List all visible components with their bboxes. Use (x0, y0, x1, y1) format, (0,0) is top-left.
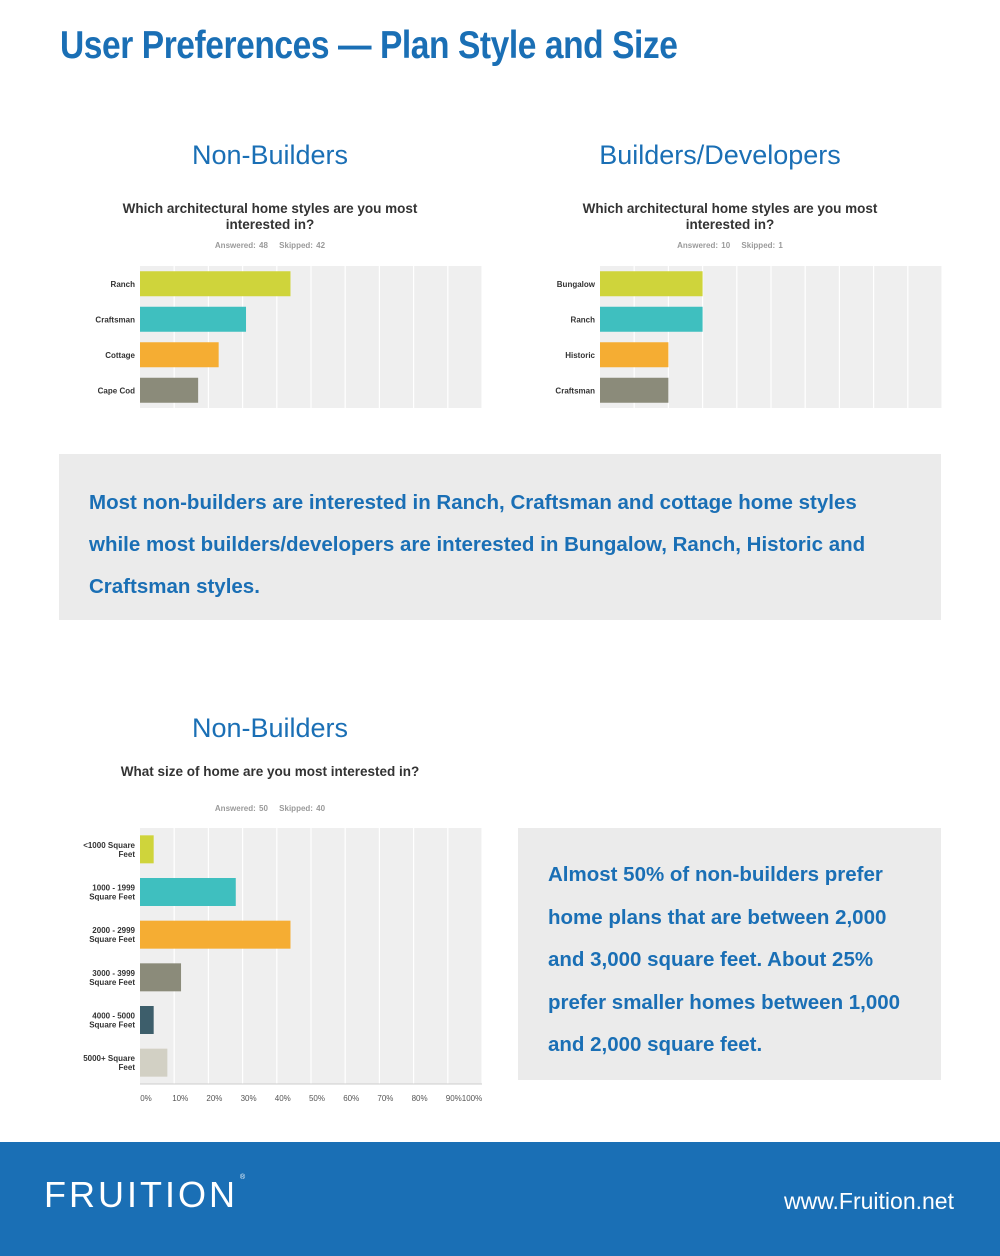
summary-note-styles: Most non-builders are interested in Ranc… (59, 454, 941, 620)
website-link[interactable]: www.Fruition.net (783, 1188, 954, 1214)
chart-title-non-builders-styles: Which architectural home styles are you … (122, 201, 418, 232)
bar (600, 306, 703, 332)
category-label: Ranch (111, 280, 136, 289)
bar (140, 920, 291, 949)
category-label: Craftsman (555, 386, 595, 395)
section-heading-non-builders-size: Non-Builders (191, 713, 349, 743)
answered-count: Answered: 48 (214, 241, 268, 250)
answered-count: Answered: 50 (214, 804, 268, 813)
bar (600, 342, 669, 368)
x-tick-label: 100% (462, 1094, 482, 1103)
category-label: 2000 - 2999 Square Feet (89, 926, 135, 944)
summary-note-size: Almost 50% of non-builders prefer home p… (518, 828, 941, 1080)
x-tick-label: 30% (241, 1094, 257, 1103)
category-label: 1000 - 1999 Square Feet (89, 884, 135, 902)
skipped-count: Skipped: 42 (279, 241, 326, 250)
bar (140, 306, 247, 332)
trademark-symbol: ® (239, 1174, 246, 1181)
x-tick-label: 10% (172, 1094, 188, 1103)
bar (140, 271, 291, 297)
response-counts-non-builders-size: Answered: 50 Skipped: 40 (100, 804, 440, 813)
x-tick-label: 90% (446, 1094, 462, 1103)
logo-text: FRUITION (44, 1174, 238, 1215)
page-title: User Preferences — Plan Style and Size (60, 24, 678, 67)
x-tick-label: 0% (140, 1094, 152, 1103)
bar (140, 1048, 168, 1077)
x-tick-label: 20% (206, 1094, 222, 1103)
bar (140, 835, 154, 864)
bar (140, 342, 219, 368)
response-counts-non-builders-styles: Answered: 48 Skipped: 42 (100, 241, 440, 250)
bar (600, 377, 669, 403)
category-label: Craftsman (95, 315, 135, 324)
category-label: Bungalow (557, 280, 596, 289)
section-heading-non-builders-styles: Non-Builders (191, 140, 349, 170)
x-tick-label: 60% (343, 1094, 359, 1103)
category-label: Cape Cod (98, 386, 135, 395)
section-heading-builders-styles: Builders/Developers (599, 140, 841, 170)
x-tick-label: 40% (275, 1094, 291, 1103)
x-tick-label: 50% (309, 1094, 325, 1103)
category-label: 3000 - 3999 Square Feet (89, 969, 135, 987)
category-label: Historic (565, 351, 595, 360)
fruition-logo[interactable]: FRUITION ® (44, 1174, 245, 1216)
category-label: Cottage (105, 351, 135, 360)
response-counts-builders-styles: Answered: 10 Skipped: 1 (560, 241, 900, 250)
chart-title-builders-styles: Which architectural home styles are you … (582, 201, 878, 232)
bar (140, 1006, 154, 1034)
category-label: 4000 - 5000 Square Feet (89, 1012, 135, 1030)
bar (140, 377, 199, 403)
footer-bar: FRUITION ® www.Fruition.net (0, 1142, 1000, 1256)
skipped-count: Skipped: 1 (741, 241, 783, 250)
bar (140, 963, 182, 992)
category-label: 5000+ Square Feet (83, 1054, 135, 1072)
chart-title-non-builders-size: What size of home are you most intereste… (120, 764, 420, 779)
x-tick-label: 80% (412, 1094, 428, 1103)
x-tick-label: 70% (377, 1094, 393, 1103)
category-label: Ranch (571, 315, 596, 324)
bar (140, 878, 236, 906)
bar (600, 271, 703, 297)
skipped-count: Skipped: 40 (279, 804, 326, 813)
answered-count: Answered: 10 (677, 241, 731, 250)
category-label: <1000 Square Feet (83, 841, 135, 859)
